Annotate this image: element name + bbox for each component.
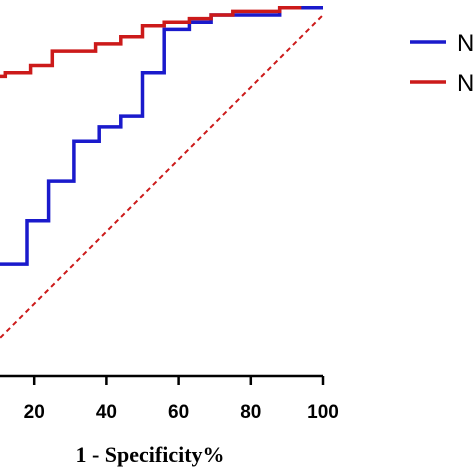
plot-area xyxy=(0,6,324,340)
roc-curve-0 xyxy=(0,6,323,266)
x-tick-label: 80 xyxy=(240,402,261,423)
x-tick-label: 60 xyxy=(168,402,189,423)
x-axis-title: 1 - Specificity% xyxy=(75,442,224,467)
roc-curve-1 xyxy=(0,6,302,79)
x-tick-label: 40 xyxy=(96,402,117,423)
x-tick-label: 100 xyxy=(307,402,339,423)
x-tick-label: 20 xyxy=(24,402,45,423)
legend: NN xyxy=(410,30,474,97)
legend-label: N xyxy=(457,30,474,57)
x-axis: 20 40 60 80 100 xyxy=(0,374,339,423)
legend-label: N xyxy=(457,70,474,97)
reference-diagonal-line xyxy=(0,14,324,340)
